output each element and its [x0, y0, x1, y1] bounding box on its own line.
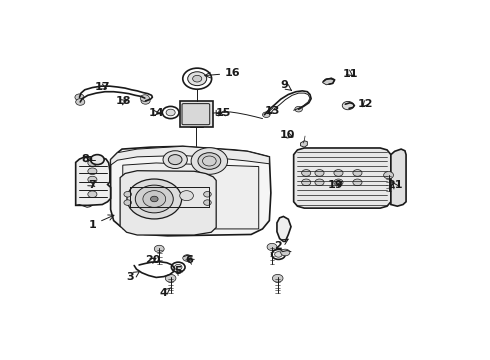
Circle shape	[204, 200, 211, 205]
Circle shape	[124, 192, 131, 197]
Polygon shape	[294, 148, 391, 208]
Circle shape	[88, 168, 97, 175]
Text: 11: 11	[343, 69, 358, 79]
Text: 4: 4	[160, 288, 171, 298]
Circle shape	[267, 243, 277, 251]
Text: 21: 21	[387, 180, 402, 190]
Polygon shape	[111, 146, 271, 236]
Text: 8: 8	[81, 154, 92, 164]
Circle shape	[334, 170, 343, 176]
Circle shape	[183, 255, 192, 261]
Circle shape	[188, 72, 207, 86]
Circle shape	[204, 192, 211, 197]
Circle shape	[150, 196, 158, 202]
Circle shape	[143, 191, 166, 207]
FancyBboxPatch shape	[180, 102, 213, 127]
Text: 13: 13	[264, 106, 280, 116]
Polygon shape	[75, 157, 111, 205]
Circle shape	[165, 274, 176, 282]
Polygon shape	[322, 78, 335, 85]
Circle shape	[342, 102, 354, 110]
Circle shape	[281, 249, 290, 256]
Circle shape	[334, 179, 343, 186]
Circle shape	[141, 98, 150, 104]
Circle shape	[169, 155, 182, 165]
Text: 9: 9	[281, 80, 292, 90]
Circle shape	[154, 245, 164, 252]
Circle shape	[88, 159, 97, 166]
Circle shape	[180, 191, 194, 201]
Circle shape	[191, 148, 227, 174]
Text: 1: 1	[89, 215, 114, 230]
Circle shape	[275, 252, 282, 257]
Circle shape	[135, 185, 173, 213]
Polygon shape	[111, 146, 270, 165]
Polygon shape	[123, 163, 259, 229]
Circle shape	[124, 200, 131, 205]
Text: 18: 18	[116, 96, 132, 107]
Circle shape	[302, 170, 311, 176]
Circle shape	[263, 112, 270, 117]
Circle shape	[140, 95, 149, 102]
Polygon shape	[277, 216, 291, 242]
Circle shape	[75, 94, 84, 100]
Text: 14: 14	[149, 108, 165, 118]
Text: 10: 10	[279, 130, 295, 140]
Polygon shape	[391, 149, 406, 206]
FancyBboxPatch shape	[182, 104, 210, 125]
Circle shape	[193, 75, 202, 82]
Circle shape	[91, 155, 104, 165]
Text: 6: 6	[186, 255, 194, 265]
Circle shape	[315, 179, 324, 186]
Text: 12: 12	[357, 99, 373, 109]
Circle shape	[272, 274, 283, 282]
Circle shape	[353, 170, 362, 176]
Circle shape	[163, 151, 187, 168]
Text: 7: 7	[88, 180, 96, 190]
Polygon shape	[300, 141, 307, 147]
Circle shape	[88, 191, 97, 198]
Circle shape	[75, 99, 85, 105]
Circle shape	[127, 179, 182, 219]
Text: 19: 19	[328, 180, 343, 190]
Text: 5: 5	[174, 266, 182, 276]
Text: 2: 2	[274, 239, 288, 251]
Circle shape	[315, 170, 324, 176]
Text: 17: 17	[95, 82, 110, 92]
Circle shape	[295, 107, 302, 112]
Circle shape	[88, 176, 97, 183]
Polygon shape	[120, 171, 216, 235]
Circle shape	[174, 264, 182, 270]
Text: 20: 20	[146, 255, 161, 265]
Circle shape	[353, 179, 362, 186]
Text: 3: 3	[126, 271, 140, 283]
Text: 15: 15	[216, 108, 231, 118]
Text: 16: 16	[205, 68, 241, 78]
Circle shape	[384, 172, 393, 179]
Circle shape	[302, 179, 311, 186]
Circle shape	[166, 109, 175, 116]
Circle shape	[198, 153, 220, 169]
